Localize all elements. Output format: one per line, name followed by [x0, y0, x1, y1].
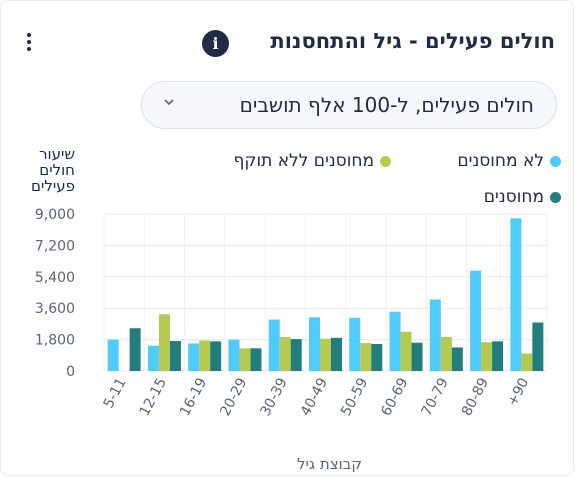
- x-tick-label: 12-15: [137, 375, 170, 418]
- legend-item-vaccinated[interactable]: מחוסנים: [484, 187, 561, 207]
- legend-swatch: [380, 155, 391, 167]
- bar-vaccinated: [492, 341, 504, 371]
- bar-unvaccinated: [147, 345, 159, 371]
- widget-title: חולים פעילים - גיל והתחסנות: [270, 29, 555, 53]
- bar-unvaccinated: [228, 339, 240, 371]
- bar-unvaccinated: [188, 343, 200, 371]
- bar-expired-vaccination: [158, 314, 170, 371]
- bar-expired-vaccination: [521, 353, 533, 371]
- legend-swatch: [550, 191, 561, 203]
- x-tick-label: 70-79: [419, 375, 452, 418]
- bar-unvaccinated: [429, 299, 441, 371]
- x-tick-label: 60-69: [378, 375, 411, 418]
- bar-vaccinated: [451, 347, 463, 371]
- y-tick-label: 1,800: [35, 333, 75, 349]
- info-icon[interactable]: i: [202, 30, 229, 57]
- bar-expired-vaccination: [400, 331, 412, 371]
- bar-vaccinated: [169, 340, 181, 371]
- dropdown-selected-value: חולים פעילים, ל-100 אלף תושבים: [239, 93, 534, 117]
- legend-item-unvaccinated[interactable]: לא מחוסנים: [457, 151, 561, 171]
- bar-vaccinated: [210, 341, 222, 371]
- y-tick-label: 3,600: [35, 301, 75, 317]
- legend-item-expired[interactable]: מחוסנים ללא תוקף: [234, 151, 391, 171]
- x-axis-label: קבוצת גיל: [297, 455, 362, 473]
- bar-vaccinated: [290, 339, 302, 371]
- legend-label: לא מחוסנים: [457, 151, 544, 171]
- x-tick-label: 16-19: [177, 375, 210, 418]
- x-tick-label: +90: [504, 375, 532, 409]
- more-vertical-icon[interactable]: [24, 33, 34, 55]
- x-tick-label: 50-59: [338, 375, 371, 418]
- chevron-down-icon: [164, 99, 174, 106]
- bar-vaccinated: [250, 348, 262, 371]
- x-tick-label: 80-89: [459, 375, 492, 418]
- bar-unvaccinated: [510, 218, 522, 371]
- bar-expired-vaccination: [481, 342, 493, 371]
- legend-label: מחוסנים ללא תוקף: [233, 151, 374, 171]
- bar-vaccinated: [411, 342, 423, 371]
- bar-unvaccinated: [309, 317, 320, 371]
- legend-swatch: [550, 155, 561, 167]
- bar-vaccinated: [532, 322, 544, 371]
- bar-unvaccinated: [268, 319, 280, 371]
- legend-label: מחוסנים: [483, 187, 544, 207]
- bar-unvaccinated: [389, 311, 401, 371]
- bar-expired-vaccination: [320, 338, 331, 371]
- x-tick-label: 5-11: [101, 375, 130, 411]
- x-tick-label: 40-49: [298, 375, 331, 418]
- bar-vaccinated: [129, 328, 141, 371]
- bar-expired-vaccination: [440, 336, 452, 371]
- bar-unvaccinated: [470, 270, 482, 371]
- y-tick-label: 7,200: [35, 238, 75, 254]
- bar-expired-vaccination: [360, 343, 372, 371]
- x-tick-label: 30-39: [258, 375, 291, 418]
- metric-dropdown[interactable]: חולים פעילים, ל-100 אלף תושבים: [141, 81, 557, 129]
- bar-unvaccinated: [107, 339, 119, 371]
- bar-vaccinated: [371, 343, 383, 371]
- bar-expired-vaccination: [279, 336, 291, 371]
- y-axis-label: שיעור חולים פעילים: [31, 145, 75, 195]
- bar-expired-vaccination: [199, 340, 211, 371]
- bar-unvaccinated: [349, 317, 361, 371]
- x-tick-label: 20-29: [217, 375, 250, 418]
- y-tick-label: 0: [66, 364, 75, 380]
- y-tick-label: 9,000: [35, 207, 75, 223]
- y-tick-label: 5,400: [35, 270, 75, 286]
- bar-expired-vaccination: [239, 348, 251, 371]
- bar-vaccinated: [331, 337, 342, 371]
